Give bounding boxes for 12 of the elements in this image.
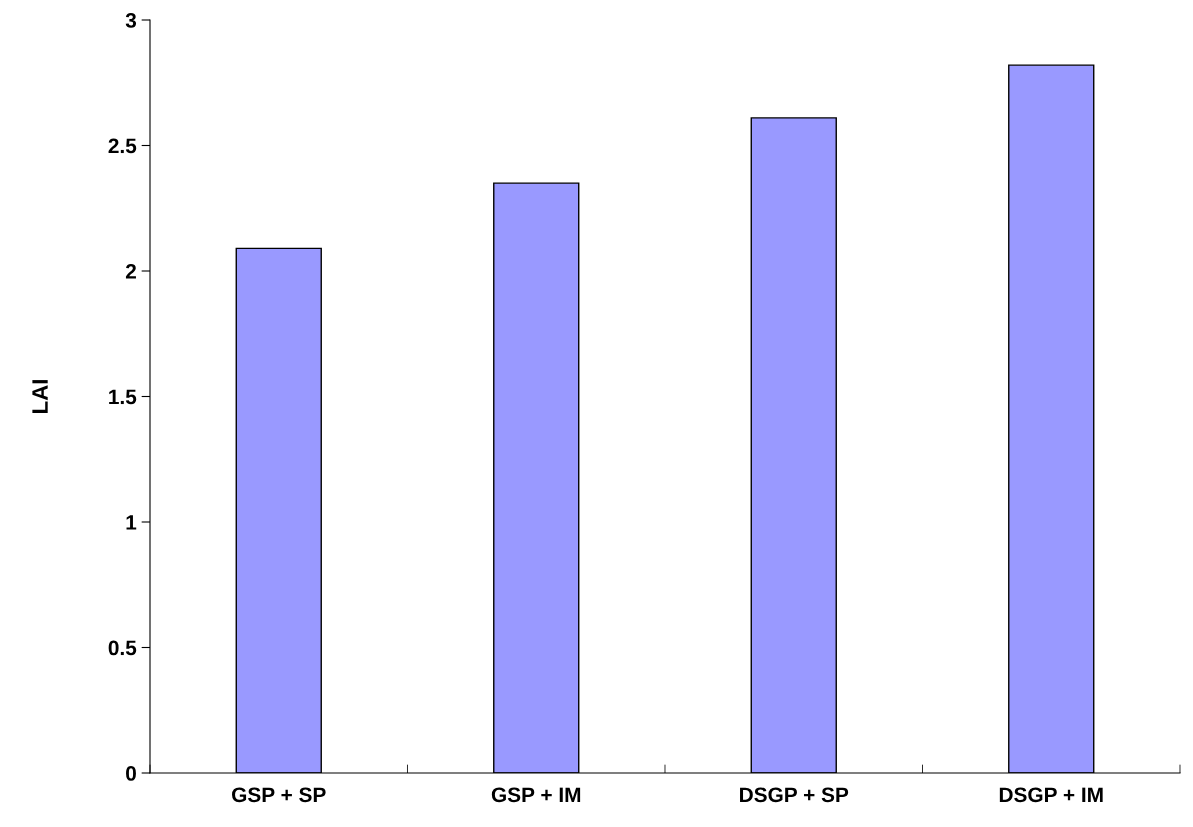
x-tick-label: DSGP + SP	[740, 787, 849, 803]
x-tick-label: GSP + SP	[232, 787, 326, 803]
y-tick-label: 0	[126, 766, 136, 781]
x-tick-label: GSP + IM	[491, 787, 581, 803]
y-tick-label: 2.5	[108, 138, 137, 154]
y-axis-title: LAI	[32, 380, 48, 413]
y-tick-label: 0.5	[108, 640, 137, 656]
y-tick-label: 1.5	[109, 389, 137, 405]
y-tick-label: 1	[126, 515, 137, 530]
y-tick-label: 3	[125, 13, 137, 28]
x-tick-label: DSGP + IM	[999, 787, 1103, 803]
y-tick-label: 2	[125, 264, 136, 279]
